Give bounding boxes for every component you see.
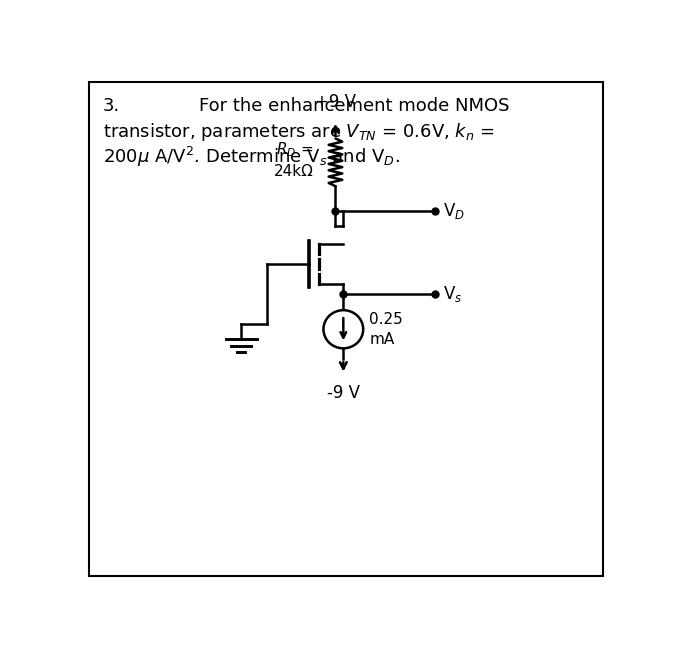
Text: V$_s$: V$_s$: [443, 284, 462, 304]
Circle shape: [323, 310, 363, 348]
Text: For the enhancement mode NMOS: For the enhancement mode NMOS: [200, 97, 510, 115]
Text: +9 V: +9 V: [315, 93, 356, 111]
Text: transistor, parameters are $V_{TN}$ = 0.6V, $k_n$ =: transistor, parameters are $V_{TN}$ = 0.…: [103, 121, 494, 143]
FancyBboxPatch shape: [88, 82, 603, 576]
Text: 3.: 3.: [103, 97, 120, 115]
Text: V$_D$: V$_D$: [443, 201, 464, 221]
Text: 0.25
mA: 0.25 mA: [369, 312, 403, 347]
Text: -9 V: -9 V: [327, 385, 360, 402]
Text: $R_D$ =
24kΩ: $R_D$ = 24kΩ: [273, 141, 313, 179]
Text: 200$\mu$ A/V$^2$. Determine V$_s$ and V$_D$.: 200$\mu$ A/V$^2$. Determine V$_s$ and V$…: [103, 145, 400, 169]
